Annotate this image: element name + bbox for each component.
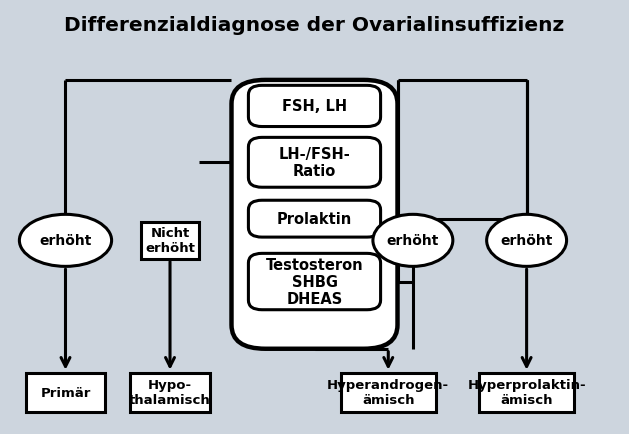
Text: erhöht: erhöht <box>501 234 553 248</box>
Text: Testosteron
SHBG
DHEAS: Testosteron SHBG DHEAS <box>265 257 364 307</box>
Text: Primär: Primär <box>40 386 91 399</box>
Text: Hypo-
thalamisch: Hypo- thalamisch <box>129 378 211 406</box>
Text: erhöht: erhöht <box>387 234 439 248</box>
Ellipse shape <box>373 215 453 267</box>
FancyBboxPatch shape <box>248 201 381 237</box>
Text: Differenzialdiagnose der Ovarialinsuffizienz: Differenzialdiagnose der Ovarialinsuffiz… <box>64 16 565 35</box>
FancyBboxPatch shape <box>248 254 381 310</box>
FancyBboxPatch shape <box>479 373 574 412</box>
FancyBboxPatch shape <box>26 373 106 412</box>
Text: erhöht: erhöht <box>39 234 92 248</box>
Text: Hyperandrogen-
ämisch: Hyperandrogen- ämisch <box>327 378 449 406</box>
Text: FSH, LH: FSH, LH <box>282 99 347 114</box>
Ellipse shape <box>19 215 111 267</box>
Text: Nicht
erhöht: Nicht erhöht <box>145 227 195 255</box>
FancyBboxPatch shape <box>141 222 199 259</box>
FancyBboxPatch shape <box>231 81 398 349</box>
Text: Hyperprolaktin-
ämisch: Hyperprolaktin- ämisch <box>467 378 586 406</box>
FancyBboxPatch shape <box>130 373 210 412</box>
FancyBboxPatch shape <box>341 373 436 412</box>
Text: Prolaktin: Prolaktin <box>277 212 352 227</box>
Ellipse shape <box>487 215 567 267</box>
FancyBboxPatch shape <box>248 138 381 188</box>
Text: LH-/FSH-
Ratio: LH-/FSH- Ratio <box>279 147 350 179</box>
FancyBboxPatch shape <box>248 86 381 127</box>
